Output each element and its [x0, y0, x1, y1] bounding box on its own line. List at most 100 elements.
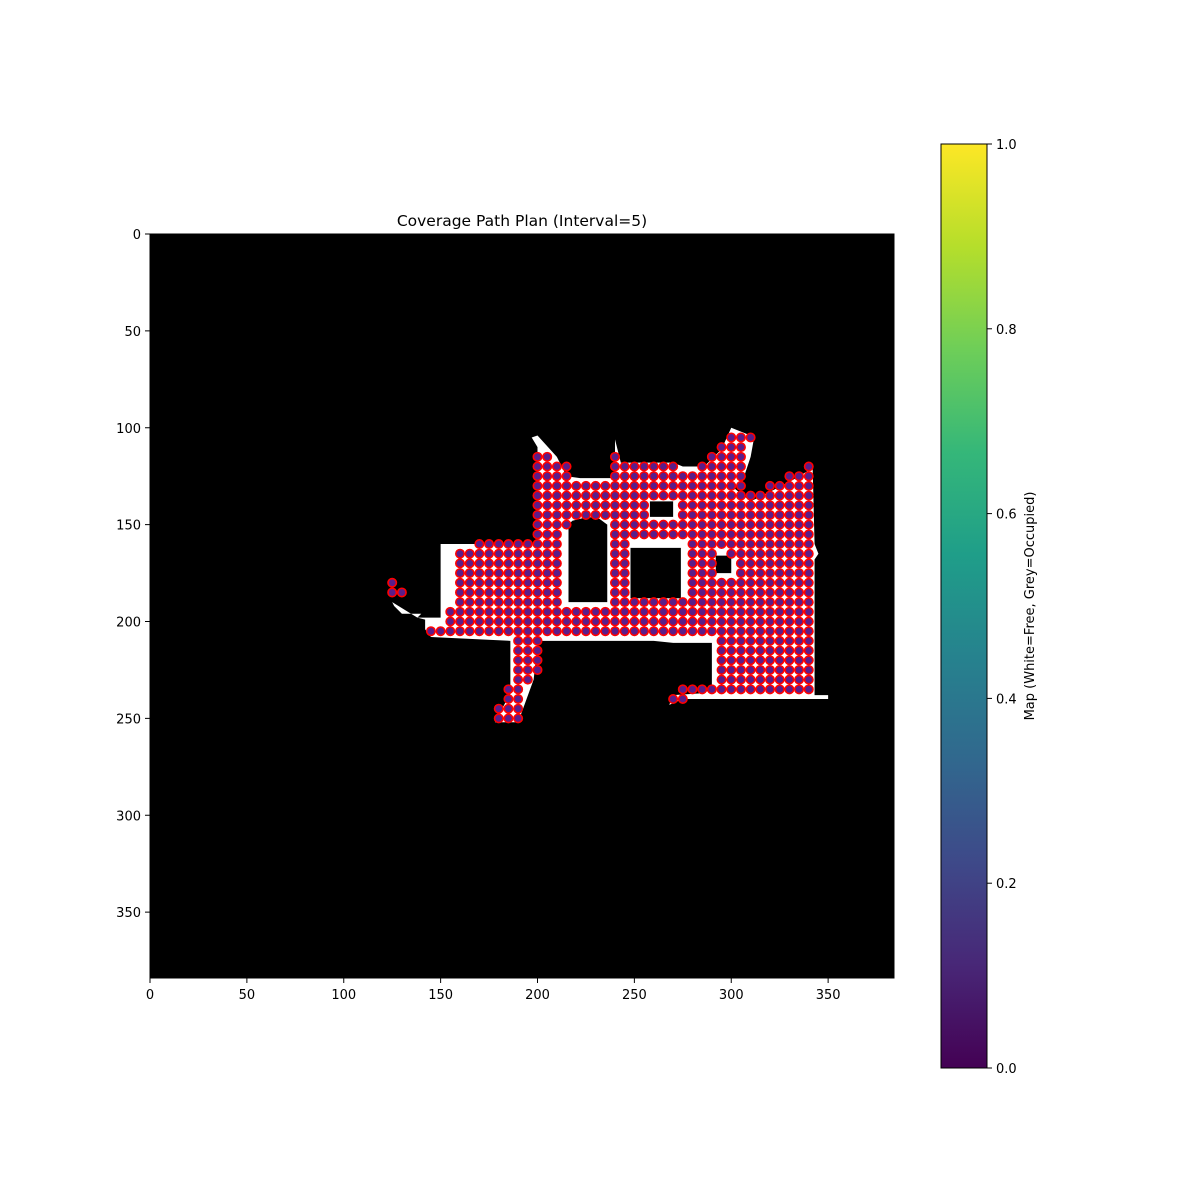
waypoint	[755, 684, 766, 695]
waypoint	[784, 558, 795, 569]
waypoint	[687, 548, 698, 559]
waypoint	[580, 500, 591, 511]
waypoint	[745, 684, 756, 695]
waypoint	[706, 577, 717, 588]
waypoint	[803, 684, 814, 695]
waypoint	[745, 529, 756, 540]
waypoint	[658, 461, 669, 472]
waypoint	[697, 480, 708, 491]
waypoint	[580, 490, 591, 501]
waypoint	[629, 529, 640, 540]
waypoint	[484, 616, 495, 627]
waypoint	[542, 626, 553, 637]
waypoint	[600, 509, 611, 520]
waypoint	[687, 471, 698, 482]
waypoint	[474, 606, 485, 617]
waypoint	[735, 432, 746, 443]
waypoint	[745, 587, 756, 598]
waypoint	[639, 490, 650, 501]
waypoint	[794, 587, 805, 598]
waypoint	[668, 480, 679, 491]
waypoint	[503, 626, 514, 637]
waypoint	[803, 568, 814, 579]
waypoint	[745, 674, 756, 685]
waypoint	[794, 577, 805, 588]
waypoint	[794, 490, 805, 501]
waypoint	[716, 538, 727, 549]
waypoint	[764, 529, 775, 540]
waypoint	[697, 597, 708, 608]
waypoint	[513, 655, 524, 666]
waypoint	[580, 509, 591, 520]
waypoint	[755, 577, 766, 588]
waypoint	[609, 568, 620, 579]
waypoint	[697, 461, 708, 472]
waypoint	[726, 664, 737, 675]
waypoint	[532, 538, 543, 549]
waypoint	[639, 461, 650, 472]
waypoint	[803, 597, 814, 608]
waypoint	[561, 606, 572, 617]
waypoint	[493, 606, 504, 617]
waypoint	[513, 626, 524, 637]
waypoint	[532, 500, 543, 511]
waypoint	[687, 519, 698, 530]
x-tick-label: 0	[146, 988, 154, 1003]
obstacle-region	[649, 501, 674, 517]
waypoint	[774, 674, 785, 685]
waypoint	[803, 645, 814, 656]
waypoint	[609, 490, 620, 501]
waypoint	[639, 626, 650, 637]
waypoint	[580, 480, 591, 491]
y-tick-label: 0	[133, 228, 141, 243]
waypoint	[706, 519, 717, 530]
waypoint	[697, 577, 708, 588]
waypoint	[668, 616, 679, 627]
waypoint	[784, 616, 795, 627]
waypoint	[474, 626, 485, 637]
waypoint	[755, 606, 766, 617]
colorbar-tick-label: 1.0	[996, 138, 1017, 153]
waypoint	[803, 538, 814, 549]
waypoint	[474, 548, 485, 559]
waypoint	[600, 616, 611, 627]
waypoint	[658, 616, 669, 627]
waypoint	[774, 519, 785, 530]
waypoint	[764, 616, 775, 627]
waypoint	[794, 684, 805, 695]
waypoint	[745, 519, 756, 530]
waypoint	[697, 529, 708, 540]
waypoint	[571, 616, 582, 627]
waypoint	[532, 461, 543, 472]
waypoint	[784, 480, 795, 491]
waypoint	[503, 548, 514, 559]
waypoint	[503, 713, 514, 724]
waypoint	[706, 548, 717, 559]
waypoint	[513, 587, 524, 598]
waypoint	[716, 616, 727, 627]
waypoint	[639, 480, 650, 491]
waypoint	[551, 471, 562, 482]
waypoint	[609, 548, 620, 559]
waypoint	[755, 568, 766, 579]
waypoint	[697, 509, 708, 520]
waypoint	[784, 577, 795, 588]
y-axis-ticks: 0 50 100 150 200 250 300 350	[116, 228, 150, 921]
waypoint	[658, 480, 669, 491]
waypoint	[726, 538, 737, 549]
waypoint	[774, 480, 785, 491]
waypoint	[551, 626, 562, 637]
waypoint	[735, 568, 746, 579]
y-tick-label: 200	[116, 616, 141, 631]
waypoint	[755, 655, 766, 666]
waypoint	[522, 577, 533, 588]
waypoint	[706, 606, 717, 617]
waypoint	[425, 626, 436, 637]
waypoint	[668, 490, 679, 501]
waypoint	[464, 558, 475, 569]
waypoint	[619, 529, 630, 540]
waypoint	[609, 451, 620, 462]
waypoint	[755, 558, 766, 569]
waypoint	[648, 490, 659, 501]
waypoint	[542, 568, 553, 579]
